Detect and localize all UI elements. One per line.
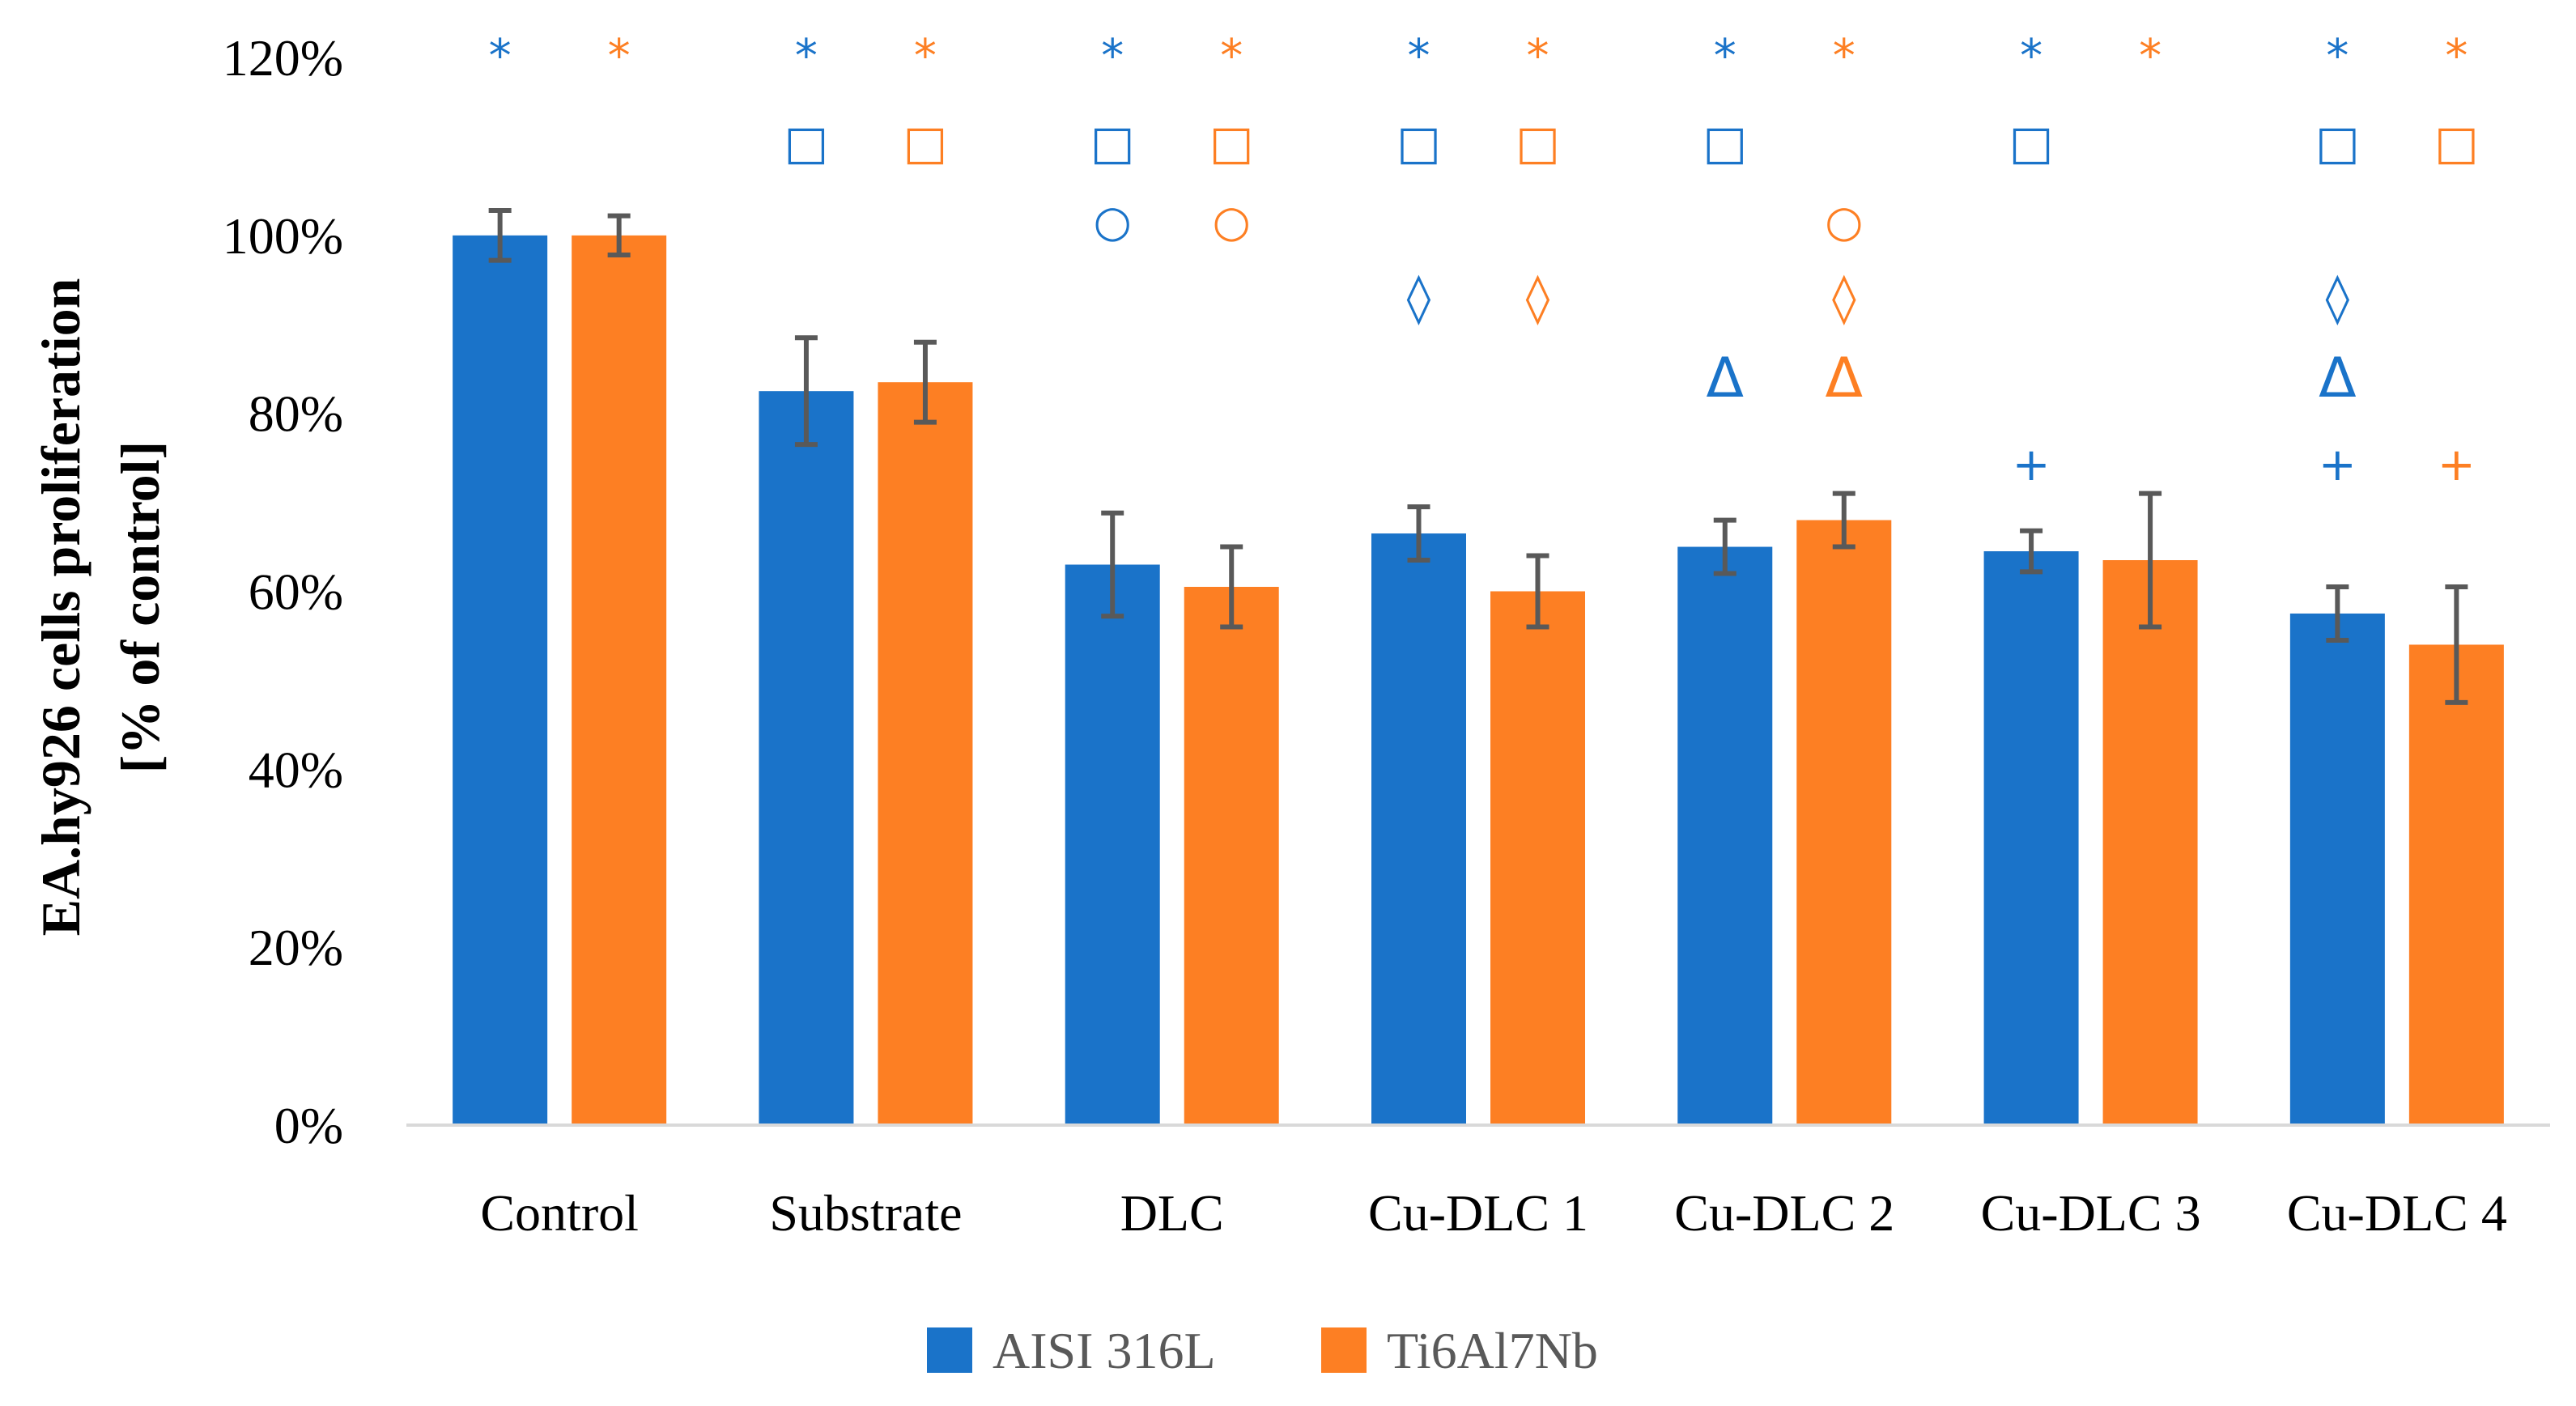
legend-swatch: [927, 1327, 972, 1373]
bar: [2289, 613, 2385, 1125]
bar: [1184, 587, 1279, 1125]
significance-marker: *: [1833, 30, 1855, 83]
legend-label: AISI 316L: [993, 1322, 1216, 1379]
significance-marker: □: [1396, 115, 1441, 170]
significance-markers: * * * □ * □ * □ ○ * □ ○ * □ ◊ * □ ◊ * □ Δ * ○ ◊ Δ * □ + * * □ ◊ Δ + * □ +: [489, 30, 2479, 491]
bar: [1490, 591, 1585, 1125]
significance-marker: ○: [1825, 196, 1863, 247]
significance-marker: *: [914, 30, 937, 83]
bar: [759, 391, 854, 1125]
error-bars: [488, 208, 2468, 705]
x-tick-label: Cu-DLC 3: [1981, 1184, 2201, 1242]
significance-marker: ◊: [1832, 270, 1856, 326]
significance-marker: ○: [1094, 196, 1132, 247]
significance-marker: ◊: [1407, 270, 1431, 326]
significance-marker: □: [1090, 115, 1135, 170]
bar: [2408, 644, 2504, 1125]
significance-marker: *: [2445, 30, 2468, 83]
significance-marker: □: [2315, 115, 2360, 170]
significance-marker: Δ: [2319, 346, 2357, 410]
significance-marker: *: [489, 30, 512, 83]
significance-marker: □: [1209, 115, 1254, 170]
significance-marker: +: [2438, 439, 2476, 491]
x-tick-label: Cu-DLC 2: [1674, 1184, 1894, 1242]
significance-marker: □: [1515, 115, 1560, 170]
bar: [453, 235, 548, 1125]
significance-marker: *: [1714, 30, 1736, 83]
significance-marker: Δ: [1707, 346, 1745, 410]
significance-marker: *: [2326, 30, 2349, 83]
significance-marker: *: [1101, 30, 1124, 83]
significance-marker: *: [1527, 30, 1549, 83]
legend-swatch: [1321, 1327, 1367, 1373]
legend: AISI 316L Ti6Al7Nb: [927, 1322, 1598, 1379]
x-axis-ticks: Control Substrate DLC Cu-DLC 1 Cu-DLC 2 Cu-DL…: [480, 1184, 2506, 1242]
y-axis-label: EA.hy926 cells proliferation [% of contr…: [30, 278, 171, 937]
significance-marker: *: [2139, 30, 2162, 83]
y-tick-label: 40%: [249, 741, 343, 798]
significance-marker: □: [784, 115, 829, 170]
y-axis-label-line-1: EA.hy926 cells proliferation: [30, 278, 91, 937]
significance-marker: +: [2013, 439, 2051, 491]
significance-marker: □: [1702, 115, 1747, 170]
y-tick-label: 20%: [249, 919, 343, 976]
significance-marker: *: [608, 30, 631, 83]
significance-marker: Δ: [1826, 346, 1864, 410]
bars: [453, 235, 2504, 1126]
x-tick-label: Control: [480, 1184, 639, 1242]
significance-marker: *: [795, 30, 818, 83]
significance-marker: ◊: [2326, 270, 2350, 326]
y-axis-ticks: 0% 20% 40% 60% 80% 100% 120%: [223, 29, 343, 1154]
y-tick-label: 80%: [249, 385, 343, 443]
y-tick-label: 100%: [223, 207, 343, 265]
bar: [1371, 533, 1466, 1125]
significance-marker: *: [1220, 30, 1243, 83]
significance-marker: ○: [1213, 196, 1251, 247]
bar: [2102, 560, 2198, 1125]
y-tick-label: 0%: [274, 1097, 343, 1154]
x-tick-label: Cu-DLC 4: [2287, 1184, 2507, 1242]
x-tick-label: Cu-DLC 1: [1368, 1184, 1588, 1242]
bar: [878, 382, 973, 1126]
significance-marker: ◊: [1526, 270, 1550, 326]
bar: [1065, 564, 1160, 1125]
significance-marker: □: [903, 115, 948, 170]
y-tick-label: 60%: [249, 563, 343, 621]
y-tick-label: 120%: [223, 29, 343, 87]
legend-label: Ti6Al7Nb: [1387, 1322, 1598, 1379]
y-axis-label-line-2: [% of control]: [109, 441, 171, 773]
significance-marker: □: [2009, 115, 2054, 170]
bar: [572, 235, 667, 1125]
bar: [1796, 520, 1892, 1125]
bar: [1983, 551, 2079, 1125]
significance-marker: □: [2434, 115, 2479, 170]
significance-marker: +: [2319, 439, 2357, 491]
bar: [1677, 546, 1773, 1125]
significance-marker: *: [1408, 30, 1430, 83]
significance-marker: *: [2020, 30, 2043, 83]
x-tick-label: Substrate: [769, 1184, 962, 1242]
x-tick-label: DLC: [1120, 1184, 1224, 1242]
